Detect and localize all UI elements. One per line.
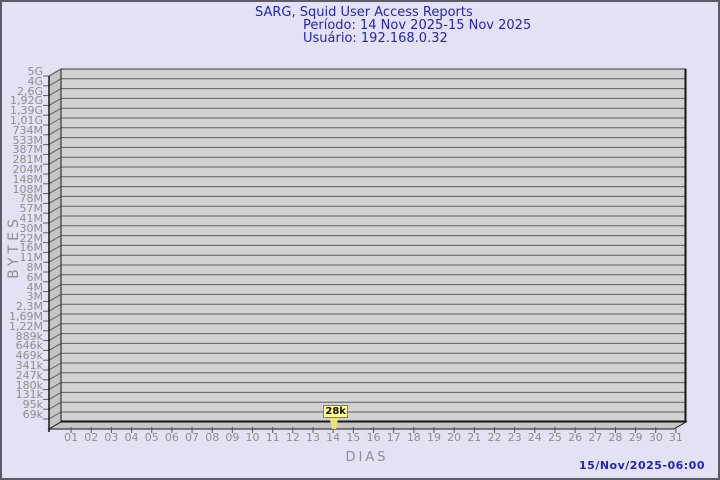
wall-diagonal (48, 372, 62, 381)
wall-diagonal (48, 195, 62, 204)
data-point-flag (329, 417, 339, 429)
generated-timestamp: 15/Nov/2025-06:00 (579, 459, 705, 472)
wall-diagonal (48, 225, 62, 234)
wall-diagonal (48, 127, 62, 136)
wall-diagonal (48, 78, 62, 87)
report-user: Usuário: 192.168.0.32 (303, 31, 448, 46)
wall-diagonal (48, 264, 62, 273)
wall-diagonal (48, 352, 62, 361)
wall-diagonal (48, 117, 62, 126)
wall-diagonal (48, 176, 62, 185)
wall-diagonal (48, 284, 62, 293)
wall-diagonal (48, 215, 62, 224)
x-axis-title: DIAS (345, 450, 389, 465)
wall-diagonal (48, 382, 62, 391)
wall-diagonal (48, 137, 62, 146)
page-title: SARG, Squid User Access Reports (255, 5, 473, 20)
report-period: Período: 14 Nov 2025-15 Nov 2025 (303, 18, 532, 33)
wall-diagonal (48, 401, 62, 410)
wall-diagonal (48, 107, 62, 116)
wall-diagonal (48, 274, 62, 283)
wall-diagonal (48, 156, 62, 165)
wall-diagonal (48, 166, 62, 175)
data-point-label: 28k (323, 405, 349, 418)
wall-diagonal (48, 97, 62, 106)
wall-diagonal (48, 146, 62, 155)
wall-diagonal (48, 342, 62, 351)
wall-diagonal (48, 205, 62, 214)
wall-diagonal (48, 88, 62, 97)
wall-diagonal (48, 362, 62, 371)
floor (47, 421, 688, 430)
wall-diagonal (48, 254, 62, 263)
wall-diagonal (48, 303, 62, 312)
wall-diagonal (48, 235, 62, 244)
wall-diagonal (48, 323, 62, 332)
wall-diagonal (48, 68, 62, 77)
wall-diagonal (48, 333, 62, 342)
wall-diagonal (48, 293, 62, 302)
wall-diagonal (48, 186, 62, 195)
wall-diagonal (48, 313, 62, 322)
wall-diagonal (48, 391, 62, 400)
wall-diagonal (48, 244, 62, 253)
wall-diagonal (48, 411, 62, 420)
y-axis-title: BYTES (6, 215, 22, 279)
